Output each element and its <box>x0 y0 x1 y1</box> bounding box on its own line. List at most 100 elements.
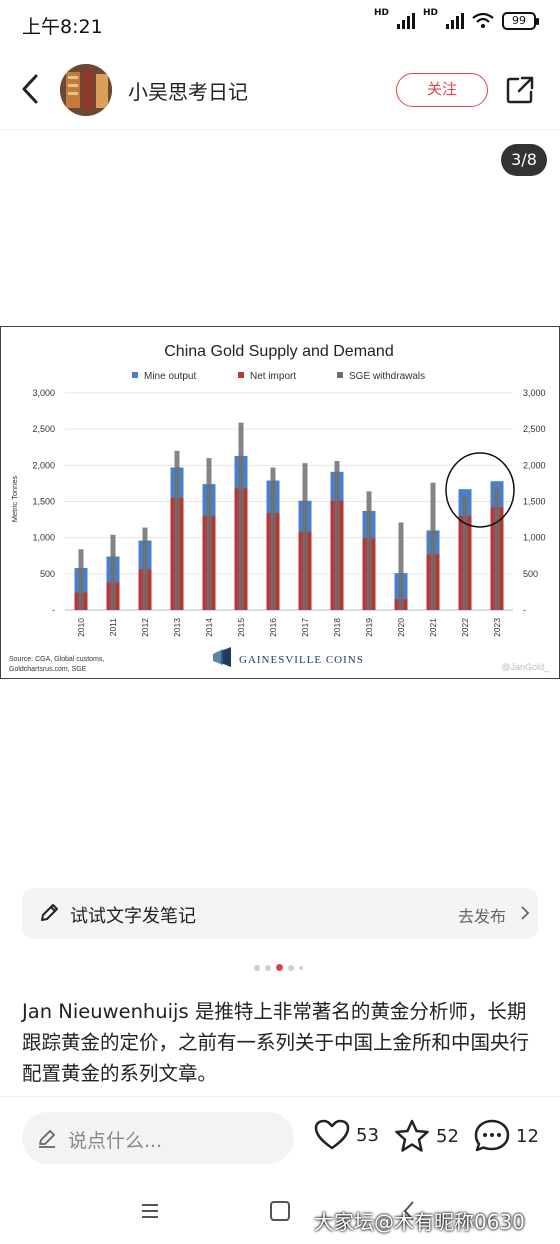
xtick-label: 2013 <box>172 618 182 637</box>
chart-svg: China Gold Supply and Demand Mine output… <box>9 343 550 673</box>
ytick-label-right: 2,500 <box>523 424 546 434</box>
nav-back-icon[interactable] <box>402 1200 416 1222</box>
legend-label: SGE withdrawals <box>349 371 425 382</box>
bar-sge-withdrawals <box>398 522 404 610</box>
legend-swatch <box>132 372 138 378</box>
heart-icon <box>314 1119 350 1150</box>
ytick-label-right: 3,000 <box>523 388 546 398</box>
draft-publish-link[interactable]: 去发布 <box>457 907 506 926</box>
bar-sge-withdrawals <box>334 460 340 610</box>
watermark: 大家坛@木有昵称0630 <box>314 1210 525 1234</box>
comment-count: 12 <box>516 1125 539 1147</box>
ytick-label-right: 1,000 <box>523 533 546 543</box>
ytick-label-left: 1,500 <box>32 497 55 507</box>
star-icon <box>395 1119 429 1152</box>
like-button[interactable]: 53 <box>314 1119 379 1151</box>
bar-sge-withdrawals <box>110 534 116 610</box>
xtick-label: 2021 <box>428 618 438 637</box>
favorite-button[interactable]: 52 <box>394 1119 459 1153</box>
ytick-label-left: 3,000 <box>32 388 55 398</box>
legend-swatch <box>238 372 244 378</box>
xtick-label: 2015 <box>236 618 246 637</box>
xtick-label: 2022 <box>460 618 470 637</box>
note-header: 小吴思考日记 关注 <box>0 52 560 130</box>
ytick-label-left: 1,000 <box>32 533 55 543</box>
bar-sge-withdrawals <box>494 487 500 610</box>
pager-dot <box>299 965 303 970</box>
like-count: 53 <box>356 1124 379 1146</box>
bar-sge-withdrawals <box>174 450 180 610</box>
xtick-label: 2010 <box>76 618 86 637</box>
follow-button[interactable]: 关注 <box>396 73 488 107</box>
legend-label: Net import <box>250 371 296 382</box>
bar-sge-withdrawals <box>238 422 244 610</box>
bar-sge-withdrawals <box>462 496 468 610</box>
ytick-label-right: - <box>523 605 526 615</box>
status-bar: 上午8:21 HD HD 99 <box>0 0 560 48</box>
wifi-icon <box>472 13 494 28</box>
comment-input[interactable]: 说点什么... <box>22 1112 294 1164</box>
xtick-label: 2017 <box>300 618 310 637</box>
menu-icon[interactable] <box>140 1202 160 1220</box>
bar-sge-withdrawals <box>78 549 84 610</box>
ytick-label-left: 2,000 <box>32 460 55 470</box>
brand-logo <box>213 647 231 667</box>
system-nav-bar <box>0 1182 560 1244</box>
legend-swatch <box>337 372 343 378</box>
ytick-label-left: 500 <box>40 569 55 579</box>
draft-prompt[interactable]: 试试文字发笔记 去发布 <box>22 888 538 939</box>
pager-dot <box>288 964 294 971</box>
chart-bars <box>74 422 504 610</box>
chart-source-line-1: Source: CGA, Global customs, <box>9 656 104 663</box>
avatar[interactable] <box>60 64 112 116</box>
draft-label: 试试文字发笔记 <box>70 906 196 927</box>
battery-indicator: 99 <box>502 12 539 30</box>
hd-label-2: HD <box>422 8 438 18</box>
status-icons: HD HD 99 <box>374 8 539 30</box>
ytick-label-left: 2,500 <box>32 424 55 434</box>
xtick-label: 2019 <box>364 618 374 637</box>
xtick-label: 2011 <box>108 618 118 637</box>
comment-bubble-icon <box>474 1119 510 1152</box>
bottom-action-bar: 说点什么... 53 52 12 <box>0 1096 560 1182</box>
bar-sge-withdrawals <box>366 491 372 610</box>
ytick-label-left: - <box>52 605 55 615</box>
back-icon[interactable] <box>16 72 46 106</box>
xtick-label: 2012 <box>140 618 150 637</box>
chart-legend: Mine output Net import SGE withdrawals <box>132 371 425 382</box>
chart-grid <box>65 392 513 611</box>
pen-icon <box>41 904 58 921</box>
favorite-count: 52 <box>436 1125 459 1147</box>
pager-dot-active <box>276 964 283 971</box>
bar-sge-withdrawals <box>142 527 148 610</box>
share-icon[interactable] <box>504 74 536 106</box>
chart-ylabels: - - 500 500 1,000 1,000 1,500 1,500 2,000 2,000 2,… <box>32 388 545 615</box>
hd-label-1: HD <box>373 8 389 18</box>
comment-placeholder: 说点什么... <box>68 1130 163 1152</box>
chevron-right-icon <box>521 906 530 920</box>
ytick-label-right: 1,500 <box>523 497 546 507</box>
image-pager <box>254 964 303 971</box>
pager-dot <box>254 964 260 971</box>
ytick-label-right: 2,000 <box>523 460 546 470</box>
chart-ylabel: Metric Tonnes <box>10 475 19 522</box>
chart-image[interactable]: China Gold Supply and Demand Mine output… <box>0 326 560 679</box>
author-name[interactable]: 小吴思考日记 <box>128 80 248 104</box>
comment-count-button[interactable]: 12 <box>474 1119 539 1153</box>
legend-label: Mine output <box>144 371 196 382</box>
xtick-label: 2016 <box>268 618 278 637</box>
xtick-label: 2014 <box>204 618 214 637</box>
bar-sge-withdrawals <box>302 463 308 610</box>
signal-icon-2 <box>446 13 464 29</box>
bar-sge-withdrawals <box>430 482 436 610</box>
status-time: 上午8:21 <box>22 16 103 38</box>
image-counter: 3/8 <box>501 144 547 176</box>
chart-brand: GAINESVILLE COINS <box>239 654 364 666</box>
chart-xlabels: 2010 2011 2012 2013 2014 2015 2016 2017 2018 2019… <box>76 618 502 637</box>
article-body: Jan Nieuwenhuijs 是推特上非常著名的黄金分析师，长期跟踪黄金的定… <box>22 1000 530 1085</box>
signal-icon <box>396 13 415 29</box>
annotation-circle <box>445 452 515 528</box>
bar-sge-withdrawals <box>270 467 276 610</box>
home-icon[interactable] <box>270 1201 290 1221</box>
xtick-label: 2023 <box>492 618 502 637</box>
